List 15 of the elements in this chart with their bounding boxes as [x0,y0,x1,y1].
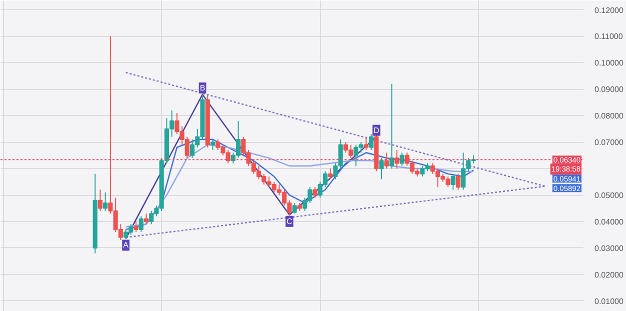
y-tick-label: 0.12000 [594,6,624,15]
y-tick-label: 0.08000 [594,112,624,121]
annotation: B [200,83,206,92]
y-tick-label: 0.11000 [594,32,624,42]
y-tick-label: 0.10000 [594,58,624,68]
annotation: D [373,126,380,135]
y-tick-label: 0.05000 [594,191,624,200]
annotation: A [123,240,130,250]
y-tick-label: 0.07000 [594,138,624,148]
y-tick-label: 0.09000 [594,85,624,94]
y-tick-label: 0.02000 [594,270,624,280]
y-tick-label: 0.04000 [594,218,624,227]
annotation: C [286,216,293,226]
y-tick-label: 0.03000 [594,244,624,253]
y-tick-label: 0.01000 [594,296,624,306]
